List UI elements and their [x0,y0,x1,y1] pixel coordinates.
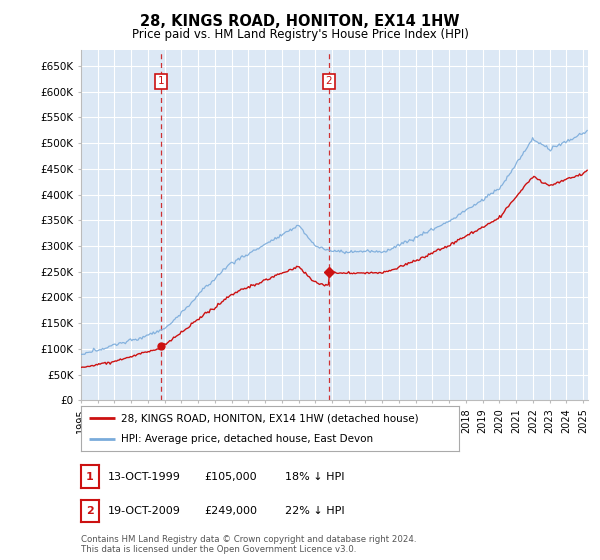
Text: 1: 1 [86,472,94,482]
Text: 28, KINGS ROAD, HONITON, EX14 1HW: 28, KINGS ROAD, HONITON, EX14 1HW [140,14,460,29]
Text: 19-OCT-2009: 19-OCT-2009 [108,506,181,516]
Text: £105,000: £105,000 [204,472,257,482]
Text: Contains HM Land Registry data © Crown copyright and database right 2024.
This d: Contains HM Land Registry data © Crown c… [81,535,416,554]
Text: Price paid vs. HM Land Registry's House Price Index (HPI): Price paid vs. HM Land Registry's House … [131,28,469,41]
Text: £249,000: £249,000 [204,506,257,516]
Text: 13-OCT-1999: 13-OCT-1999 [108,472,181,482]
Text: 18% ↓ HPI: 18% ↓ HPI [285,472,344,482]
Text: 1: 1 [158,76,164,86]
Text: 28, KINGS ROAD, HONITON, EX14 1HW (detached house): 28, KINGS ROAD, HONITON, EX14 1HW (detac… [121,413,418,423]
Text: HPI: Average price, detached house, East Devon: HPI: Average price, detached house, East… [121,433,373,444]
Text: 2: 2 [325,76,332,86]
Text: 22% ↓ HPI: 22% ↓ HPI [285,506,344,516]
Text: 2: 2 [86,506,94,516]
